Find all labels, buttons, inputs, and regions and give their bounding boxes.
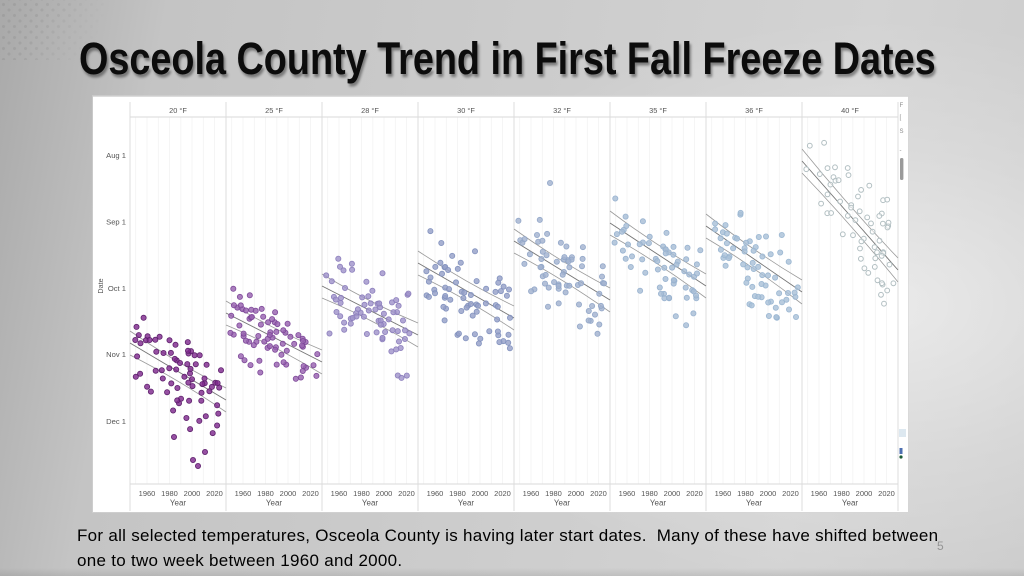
svg-text:F: F xyxy=(900,103,904,109)
svg-text:Year: Year xyxy=(842,499,859,508)
svg-text:40 °F: 40 °F xyxy=(841,106,859,115)
svg-text:1960: 1960 xyxy=(619,489,636,498)
svg-text:Date: Date xyxy=(96,278,105,293)
svg-text:2020: 2020 xyxy=(878,489,895,498)
svg-text:2000: 2000 xyxy=(664,489,681,498)
svg-text:1960: 1960 xyxy=(811,489,828,498)
svg-text:2020: 2020 xyxy=(590,489,607,498)
svg-text:32 °F: 32 °F xyxy=(553,106,571,115)
svg-text:2000: 2000 xyxy=(760,489,777,498)
svg-text:Sep 1: Sep 1 xyxy=(106,218,126,227)
svg-text:2020: 2020 xyxy=(302,489,319,498)
svg-text:Nov 1: Nov 1 xyxy=(106,350,126,359)
svg-text:25 °F: 25 °F xyxy=(265,106,283,115)
svg-text:1980: 1980 xyxy=(737,489,754,498)
svg-text:Year: Year xyxy=(266,499,283,508)
svg-text:2020: 2020 xyxy=(494,489,511,498)
svg-text:Oct 1: Oct 1 xyxy=(108,284,126,293)
svg-text:Year: Year xyxy=(458,499,475,508)
svg-text:1960: 1960 xyxy=(235,489,252,498)
svg-text:1960: 1960 xyxy=(427,489,444,498)
svg-text:1980: 1980 xyxy=(545,489,562,498)
svg-text:S: S xyxy=(900,129,904,135)
svg-text:1960: 1960 xyxy=(331,489,348,498)
svg-text:2020: 2020 xyxy=(398,489,415,498)
svg-text:2020: 2020 xyxy=(206,489,223,498)
svg-text:1980: 1980 xyxy=(353,489,370,498)
svg-text:20 °F: 20 °F xyxy=(169,106,187,115)
svg-text:1960: 1960 xyxy=(715,489,732,498)
svg-text:2000: 2000 xyxy=(568,489,585,498)
svg-text:1980: 1980 xyxy=(833,489,850,498)
svg-text:28 °F: 28 °F xyxy=(361,106,379,115)
svg-text:1980: 1980 xyxy=(641,489,658,498)
svg-text:30 °F: 30 °F xyxy=(457,106,475,115)
svg-text:[: [ xyxy=(900,115,902,121)
svg-text:2000: 2000 xyxy=(856,489,873,498)
svg-text:2020: 2020 xyxy=(686,489,703,498)
svg-text:Year: Year xyxy=(362,499,379,508)
svg-text:Year: Year xyxy=(554,499,571,508)
svg-text:1980: 1980 xyxy=(449,489,466,498)
svg-text:Year: Year xyxy=(650,499,667,508)
svg-text:Dec 1: Dec 1 xyxy=(106,417,126,426)
svg-text:2000: 2000 xyxy=(376,489,393,498)
svg-text:36 °F: 36 °F xyxy=(745,106,763,115)
svg-text:1960: 1960 xyxy=(139,489,156,498)
svg-text:2020: 2020 xyxy=(782,489,799,498)
svg-text:1980: 1980 xyxy=(257,489,274,498)
svg-text:35 °F: 35 °F xyxy=(649,106,667,115)
svg-text:Year: Year xyxy=(170,499,187,508)
svg-text:2000: 2000 xyxy=(280,489,297,498)
svg-text:-: - xyxy=(900,148,902,154)
svg-text:Aug 1: Aug 1 xyxy=(106,151,126,160)
svg-text:2000: 2000 xyxy=(472,489,489,498)
svg-text:1960: 1960 xyxy=(523,489,540,498)
svg-text:Year: Year xyxy=(746,499,763,508)
svg-text:2000: 2000 xyxy=(184,489,201,498)
svg-text:1980: 1980 xyxy=(161,489,178,498)
